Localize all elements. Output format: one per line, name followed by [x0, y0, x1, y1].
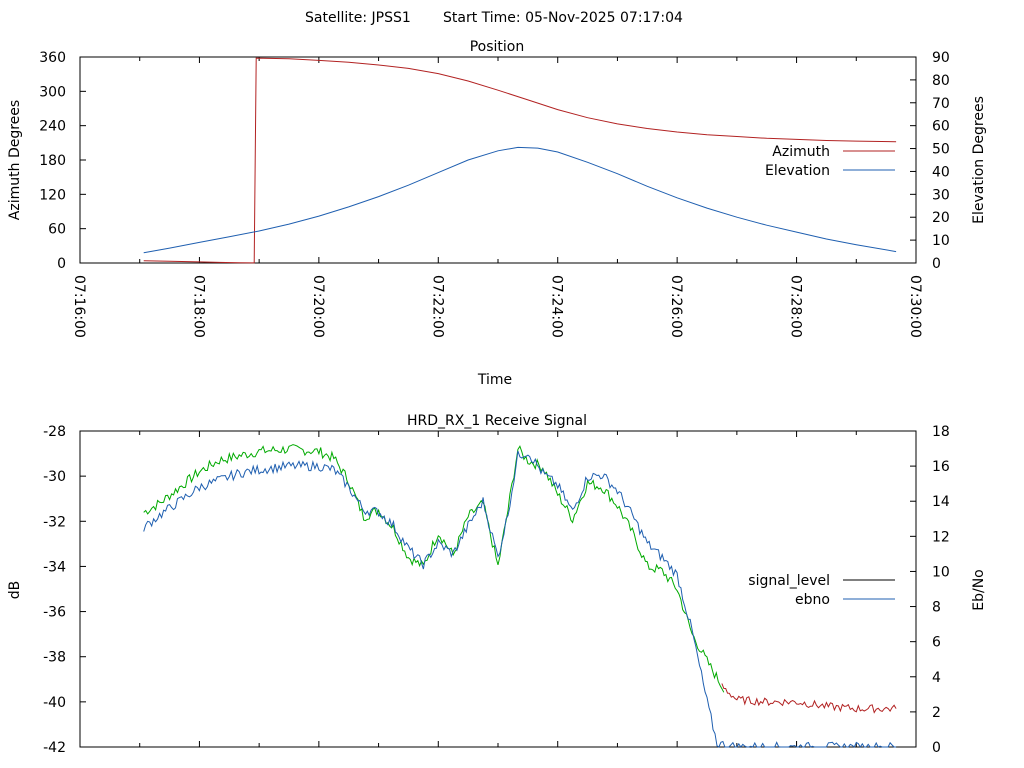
x-tick-label: 07:30:00 [907, 275, 923, 338]
y2-tick-label: 10 [932, 233, 950, 249]
y-tick-label: -28 [43, 424, 66, 440]
y2-tick-label: 40 [932, 164, 950, 180]
position-legend: Azimuth Elevation [765, 144, 895, 179]
position-chart: Position 07:16:00 07:18:00 07:20:00 07:22:0… [7, 39, 987, 388]
y2-tick-label: 90 [932, 50, 950, 66]
x-tick-label: 07:22:00 [429, 275, 445, 338]
satellite-label: Satellite: JPSS1 [305, 10, 411, 26]
signal-y-axis-title: dB [7, 581, 23, 600]
y-tick-label: 0 [57, 256, 66, 272]
x-tick-label: 07:16:00 [71, 275, 87, 338]
y-tick-label: 240 [39, 119, 66, 135]
x-tick-label: 07:28:00 [788, 275, 804, 338]
y-tick-label: -36 [43, 605, 66, 621]
y-tick-label: 300 [39, 84, 66, 100]
signal-level-series-line [143, 444, 725, 693]
start-time-label: Start Time: 05-Nov-2025 07:17:04 [443, 10, 683, 26]
y2-tick-label: 2 [932, 705, 941, 721]
signal-level-series-line-late [721, 683, 897, 714]
y2-tick-label: 12 [932, 529, 950, 545]
position-ticks: 07:16:00 07:18:00 07:20:00 07:22:00 07:24:00… [39, 50, 950, 338]
position-plot-frame [79, 56, 917, 264]
position-series [143, 57, 897, 264]
y2-tick-label: 80 [932, 73, 950, 89]
x-tick-label: 07:18:00 [190, 275, 206, 338]
y2-tick-label: 20 [932, 210, 950, 226]
page-header: Satellite: JPSS1 Start Time: 05-Nov-2025… [305, 10, 683, 26]
signal-y2-axis-title: Eb/No [971, 569, 987, 611]
y2-tick-label: 14 [932, 494, 950, 510]
y-tick-label: -40 [43, 695, 66, 711]
y2-tick-label: 4 [932, 670, 941, 686]
y2-tick-label: 10 [932, 564, 950, 580]
y2-tick-label: 18 [932, 424, 950, 440]
y2-tick-label: 30 [932, 187, 950, 203]
signal-chart: HRD_RX_1 Receive Signal -28-30-32-34-36-… [7, 413, 987, 756]
signal-ticks: -28 -30 -32 -34 -36 -38 -40 -42 0 2 4 6 8 10 12 14 16 18 [43, 424, 950, 756]
y2-tick-label: 60 [932, 119, 950, 135]
signal-chart-title: HRD_RX_1 Receive Signal [407, 413, 587, 429]
legend-label-azimuth: Azimuth [772, 144, 830, 160]
y-tick-label: 60 [48, 222, 66, 238]
y-tick-label: -34 [43, 559, 66, 575]
y2-tick-label: 6 [932, 635, 941, 651]
x-tick-label: 07:20:00 [310, 275, 326, 338]
y2-tick-label: 70 [932, 96, 950, 112]
position-y-axis-title: Azimuth Degrees [7, 100, 23, 220]
y-tick-label: 120 [39, 187, 66, 203]
y2-tick-label: 8 [932, 600, 941, 616]
y2-tick-label: 0 [932, 256, 941, 272]
legend-label-ebno: ebno [795, 592, 830, 608]
legend-label-signal-level: signal_level [748, 573, 830, 589]
signal-legend: signal_level ebno [748, 573, 895, 608]
legend-label-elevation: Elevation [765, 163, 830, 179]
y-tick-label: -30 [43, 469, 66, 485]
y2-tick-label: 50 [932, 142, 950, 158]
y-tick-label: -38 [43, 650, 66, 666]
y-tick-label: 180 [39, 153, 66, 169]
x-tick-label: 07:26:00 [668, 275, 684, 338]
signal-series [143, 444, 897, 748]
elevation-series-line [143, 146, 897, 254]
y2-tick-label: 0 [932, 740, 941, 756]
ebno-series-line [143, 450, 897, 748]
y-tick-label: -32 [43, 514, 66, 530]
azimuth-series-line [143, 57, 897, 264]
signal-plot-frame [79, 430, 917, 748]
y-tick-label: 360 [39, 50, 66, 66]
position-y2-axis-title: Elevation Degrees [971, 96, 987, 224]
y-tick-label: -42 [43, 740, 66, 756]
y2-tick-label: 16 [932, 459, 950, 475]
position-chart-title: Position [470, 39, 525, 55]
position-x-axis-title: Time [477, 372, 512, 388]
x-tick-label: 07:24:00 [549, 275, 565, 338]
